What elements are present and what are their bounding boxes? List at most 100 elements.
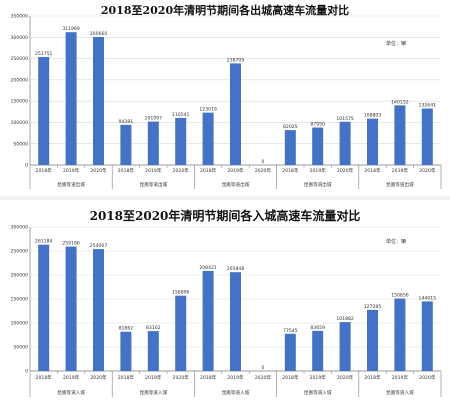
bar — [284, 130, 296, 165]
x-category-label: 2019年 — [145, 374, 162, 381]
bar-value-label: 253751 — [35, 51, 53, 57]
bar — [394, 105, 406, 165]
bar-value-label: 101882 — [336, 316, 354, 322]
y-tick-label: 250000 — [10, 56, 28, 62]
y-tick-label: 300000 — [10, 225, 28, 231]
x-category-label: 2019年 — [310, 374, 327, 381]
bar-value-label: 0 — [261, 159, 264, 165]
bar — [284, 333, 296, 371]
bar — [38, 244, 50, 371]
x-category-label: 2020年 — [337, 167, 354, 174]
bar-value-label: 110541 — [172, 112, 190, 118]
bar-value-label: 254007 — [90, 243, 108, 249]
bar — [175, 295, 187, 371]
x-category-label: 2020年 — [90, 167, 107, 174]
x-group-label: 昆嵩等道出城 — [386, 181, 414, 188]
bar — [202, 270, 214, 371]
bar-value-label: 94391 — [119, 119, 134, 125]
x-group-label: 昆嵩等道入城 — [222, 389, 250, 396]
x-category-label: 2019年 — [63, 167, 80, 174]
x-group-label: 昆嵩等道出城 — [222, 181, 250, 188]
bar — [312, 330, 324, 371]
x-group-label: 昆嵩等道出城 — [304, 181, 332, 188]
panel-separator — [0, 196, 450, 200]
bar — [421, 301, 433, 371]
bar — [394, 298, 406, 371]
x-category-label: 2020年 — [337, 374, 354, 381]
x-category-label: 2019年 — [310, 167, 327, 174]
x-group-label: 昆嵩等道入城 — [304, 389, 332, 396]
y-tick-label: 0 — [25, 163, 28, 169]
x-category-label: 2019年 — [392, 374, 409, 381]
bar-value-label: 259186 — [62, 241, 80, 247]
bar-value-label: 205848 — [227, 266, 245, 272]
bar — [339, 121, 351, 165]
x-category-label: 2018年 — [364, 167, 381, 174]
bar-value-label: 144915 — [419, 295, 437, 301]
x-category-label: 2020年 — [255, 374, 272, 381]
bar-value-label: 127285 — [364, 304, 382, 310]
y-tick-label: 300000 — [10, 35, 28, 41]
x-category-label: 2018年 — [118, 374, 135, 381]
outbound-traffic-chart: 2018至2020年清明节期间各出城高速车流量对比 单位：辆 0 50000 100… — [0, 0, 450, 192]
y-tick-label: 0 — [25, 369, 28, 375]
bar-value-label: 132641 — [419, 103, 437, 109]
bar-value-label: 77545 — [283, 328, 298, 334]
x-group-label: 昆嵩等道入城 — [57, 389, 85, 396]
bar — [230, 63, 241, 165]
x-group-label: 昆嵩等道出城 — [57, 181, 85, 188]
outbound-bar-chart-svg: 0 50000 100000 150000 200000 250000 300000 3500… — [10, 14, 442, 189]
bar — [120, 124, 132, 165]
y-tick-label: 350000 — [10, 14, 28, 20]
bar-value-label: 81862 — [119, 326, 134, 332]
bar — [38, 56, 50, 165]
x-category-label: 2020年 — [419, 374, 436, 381]
bar — [93, 37, 104, 165]
bar — [367, 118, 378, 165]
bar-value-label: 83162 — [146, 325, 161, 331]
bar-value-label: 156896 — [172, 290, 190, 296]
y-tick-label: 250000 — [10, 249, 28, 255]
inbound-bar-chart-svg: 0 50000 100000 150000 200000 250000 300000 2631… — [10, 225, 442, 397]
x-group-label: 昆嵩等道入城 — [140, 389, 168, 396]
bar — [202, 112, 214, 165]
bar — [367, 309, 378, 371]
y-tick-label: 100000 — [10, 321, 28, 327]
x-category-label: 2018年 — [282, 374, 299, 381]
y-tick-label: 100000 — [10, 120, 28, 126]
bar — [421, 108, 433, 165]
unit-label: 单位：辆 — [385, 41, 406, 47]
x-category-label: 2020年 — [90, 374, 107, 381]
x-category-label: 2019年 — [227, 167, 244, 174]
y-tick-label: 200000 — [10, 77, 28, 83]
x-category-label: 2019年 — [392, 167, 409, 174]
bar — [147, 331, 159, 371]
x-category-label: 2020年 — [173, 167, 190, 174]
bar-value-label: 300660 — [90, 31, 108, 37]
bar — [65, 32, 77, 165]
bar-value-label: 238709 — [227, 57, 245, 63]
bar-value-label: 101997 — [145, 116, 163, 122]
x-category-label: 2020年 — [173, 374, 190, 381]
bar-value-label: 150856 — [391, 293, 409, 299]
x-category-label: 2018年 — [364, 374, 381, 381]
bar — [120, 331, 132, 371]
chart-title: 2018至2020年清明节期间各出城高速车流量对比 — [100, 4, 350, 17]
y-tick-label: 50000 — [13, 345, 28, 351]
inbound-traffic-chart: 2018至2020年清明节期间各入城高速车流量对比 单位：辆 0 50000 100… — [0, 205, 450, 402]
y-tick-label: 200000 — [10, 273, 28, 279]
x-group-label: 昆嵩等道出城 — [140, 181, 168, 188]
y-tick-label: 50000 — [13, 141, 28, 147]
x-group-label: 昆嵩等道入城 — [386, 389, 414, 396]
x-category-label: 2020年 — [419, 167, 436, 174]
bar-value-label: 311969 — [62, 26, 80, 32]
bar — [147, 121, 159, 165]
x-category-label: 2019年 — [63, 374, 80, 381]
bar — [312, 127, 324, 165]
x-category-label: 2018年 — [36, 374, 53, 381]
bar-value-label: 0 — [261, 365, 264, 371]
x-category-label: 2018年 — [282, 167, 299, 174]
bar-value-label: 82025 — [283, 124, 298, 130]
bar-value-label: 140152 — [391, 99, 409, 105]
x-category-label: 2018年 — [118, 167, 135, 174]
